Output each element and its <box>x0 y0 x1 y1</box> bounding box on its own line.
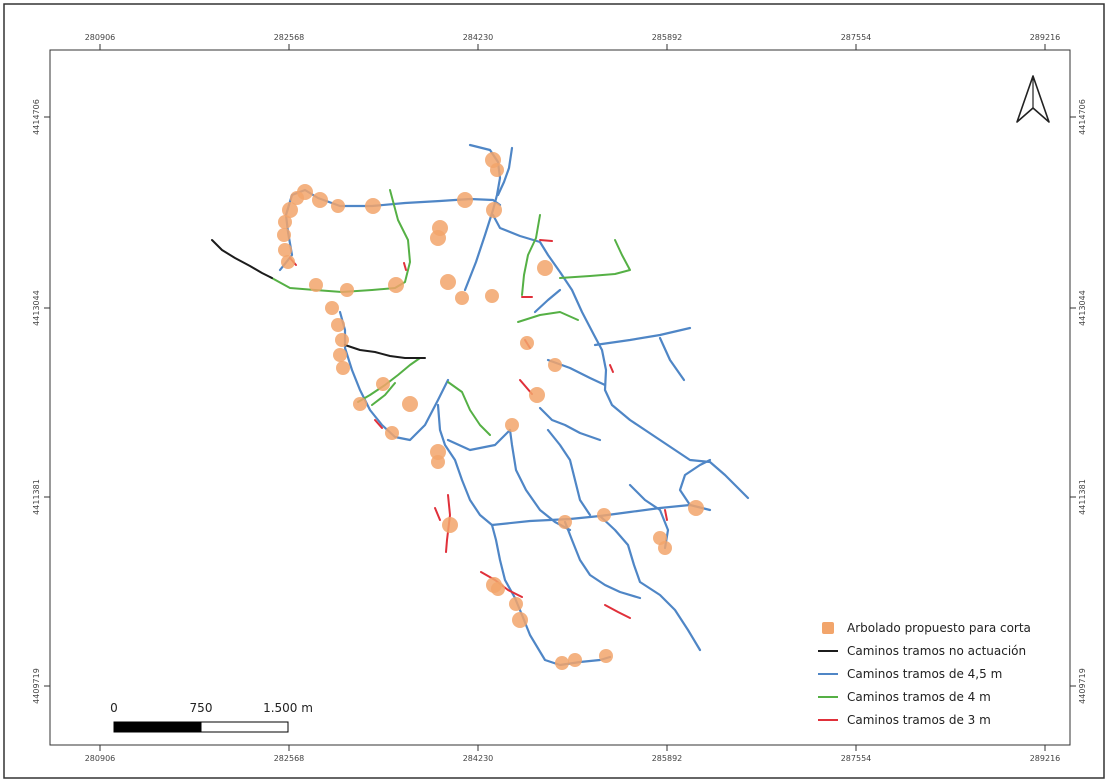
bottom-coord-label: 282568 <box>274 754 305 763</box>
left-coord-label: 4414706 <box>32 99 41 135</box>
top-coordinates: 280906 282568 284230 285892 287554 28921… <box>85 33 1061 42</box>
right-coord-label: 4413044 <box>1078 290 1087 326</box>
legend-label: Arbolado propuesto para corta <box>847 621 1031 635</box>
legend-label: Caminos tramos de 3 m <box>847 713 991 727</box>
top-coord-label: 284230 <box>463 33 494 42</box>
left-coord-label: 4413044 <box>32 290 41 326</box>
right-coord-label: 4411381 <box>1078 479 1087 515</box>
legend-item-no-actuacion: Caminos tramos no actuación <box>818 644 1026 658</box>
tree-markers <box>277 152 704 670</box>
scale-label-0: 0 <box>110 701 118 715</box>
top-coord-label: 285892 <box>652 33 683 42</box>
right-coord-label: 4409719 <box>1078 668 1087 704</box>
legend-item-4-5m: Caminos tramos de 4,5 m <box>818 667 1002 681</box>
right-coord-label: 4414706 <box>1078 99 1087 135</box>
tick-marks <box>44 44 1076 751</box>
bottom-coord-label: 285892 <box>652 754 683 763</box>
bottom-coord-label: 280906 <box>85 754 116 763</box>
bottom-coord-label: 287554 <box>841 754 872 763</box>
left-coordinates: 4414706 4413044 4411381 4409719 <box>32 99 41 704</box>
scale-label-750: 750 <box>190 701 213 715</box>
roads-no-actuacion <box>211 239 426 359</box>
top-coord-label: 287554 <box>841 33 872 42</box>
bottom-coordinates: 280906 282568 284230 285892 287554 28921… <box>85 754 1061 763</box>
tree-swatch-icon <box>822 622 834 634</box>
legend-item-3m: Caminos tramos de 3 m <box>818 713 991 727</box>
legend-item-4m: Caminos tramos de 4 m <box>818 690 991 704</box>
top-coord-label: 282568 <box>274 33 305 42</box>
top-coord-label: 289216 <box>1030 33 1061 42</box>
legend-label: Caminos tramos no actuación <box>847 644 1026 658</box>
top-coord-label: 280906 <box>85 33 116 42</box>
bottom-coord-label: 289216 <box>1030 754 1061 763</box>
legend-item-trees: Arbolado propuesto para corta <box>822 621 1031 635</box>
right-coordinates: 4414706 4413044 4411381 4409719 <box>1078 99 1087 704</box>
map-border <box>49 49 1071 746</box>
bottom-coord-label: 284230 <box>463 754 494 763</box>
left-coord-label: 4409719 <box>32 668 41 704</box>
scale-bar: 0 750 1.500 m <box>110 701 313 733</box>
legend-label: Caminos tramos de 4 m <box>847 690 991 704</box>
left-coord-label: 4411381 <box>32 479 41 515</box>
legend-label: Caminos tramos de 4,5 m <box>847 667 1002 681</box>
scale-label-1500: 1.500 m <box>263 701 313 715</box>
legend: Arbolado propuesto para corta Caminos tr… <box>818 621 1031 727</box>
north-arrow-icon <box>1016 75 1050 123</box>
